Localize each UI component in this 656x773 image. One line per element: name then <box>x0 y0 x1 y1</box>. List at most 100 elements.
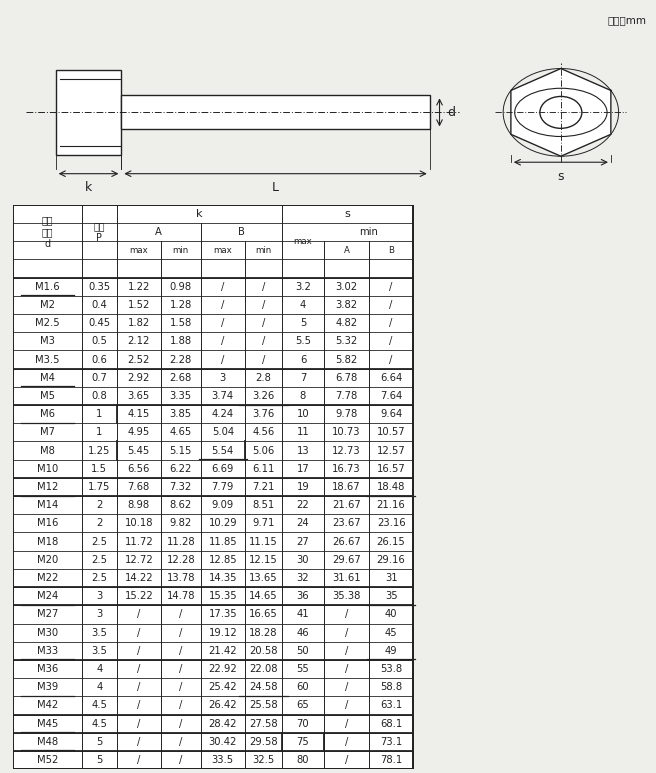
Text: 4: 4 <box>96 683 102 693</box>
Text: 10.73: 10.73 <box>333 427 361 438</box>
Text: A: A <box>344 246 350 255</box>
Text: 22.92: 22.92 <box>209 664 237 674</box>
Text: 35: 35 <box>385 591 398 601</box>
Text: 11.85: 11.85 <box>209 536 237 547</box>
Text: 12.85: 12.85 <box>209 555 237 565</box>
Text: /: / <box>179 737 182 747</box>
Text: 螺距
P: 螺距 P <box>94 221 105 243</box>
Text: 49: 49 <box>385 645 398 656</box>
Text: 10.57: 10.57 <box>377 427 405 438</box>
Text: 19.12: 19.12 <box>209 628 237 638</box>
Text: /: / <box>262 300 265 310</box>
Text: 5.04: 5.04 <box>212 427 234 438</box>
Text: /: / <box>262 336 265 346</box>
Text: 10.18: 10.18 <box>125 519 153 529</box>
Text: 11: 11 <box>297 427 310 438</box>
Text: M3.5: M3.5 <box>35 355 60 365</box>
Text: 7.78: 7.78 <box>335 391 358 401</box>
Text: 30.42: 30.42 <box>209 737 237 747</box>
Text: 12.72: 12.72 <box>125 555 153 565</box>
Text: 17.35: 17.35 <box>209 609 237 619</box>
Text: M3: M3 <box>40 336 55 346</box>
Text: /: / <box>262 355 265 365</box>
Text: 15.35: 15.35 <box>209 591 237 601</box>
Text: 3.85: 3.85 <box>170 409 192 419</box>
Text: 16.65: 16.65 <box>249 609 278 619</box>
Text: 24.58: 24.58 <box>249 683 277 693</box>
Text: M14: M14 <box>37 500 58 510</box>
Text: 14.65: 14.65 <box>249 591 278 601</box>
Text: 2.28: 2.28 <box>170 355 192 365</box>
Text: 2.5: 2.5 <box>91 536 108 547</box>
Text: d: d <box>447 106 455 119</box>
Text: M4: M4 <box>40 373 55 383</box>
Text: 0.7: 0.7 <box>91 373 108 383</box>
Text: 16.73: 16.73 <box>332 464 361 474</box>
Text: 36: 36 <box>297 591 309 601</box>
Text: M8: M8 <box>40 445 55 455</box>
Text: 1: 1 <box>96 427 102 438</box>
Text: M36: M36 <box>37 664 58 674</box>
Text: M27: M27 <box>37 609 58 619</box>
Text: /: / <box>221 318 224 329</box>
Text: /: / <box>262 318 265 329</box>
Text: /: / <box>345 628 348 638</box>
Text: /: / <box>137 755 140 765</box>
Text: 3.74: 3.74 <box>212 391 234 401</box>
Text: max: max <box>294 237 312 246</box>
Text: 78.1: 78.1 <box>380 755 402 765</box>
Text: /: / <box>179 719 182 729</box>
Text: 0.6: 0.6 <box>91 355 108 365</box>
Text: 40: 40 <box>385 609 398 619</box>
Text: 4: 4 <box>96 664 102 674</box>
Text: 21.67: 21.67 <box>332 500 361 510</box>
Text: 41: 41 <box>297 609 309 619</box>
Text: 9.78: 9.78 <box>335 409 358 419</box>
Text: /: / <box>262 281 265 291</box>
Text: 1.82: 1.82 <box>128 318 150 329</box>
Text: 80: 80 <box>297 755 309 765</box>
Text: 3.2: 3.2 <box>295 281 311 291</box>
Text: 13.65: 13.65 <box>249 573 278 583</box>
Text: 12.15: 12.15 <box>249 555 278 565</box>
Text: /: / <box>345 645 348 656</box>
Text: 18.28: 18.28 <box>249 628 277 638</box>
Text: /: / <box>137 664 140 674</box>
Text: 5: 5 <box>96 755 102 765</box>
Text: 4.65: 4.65 <box>170 427 192 438</box>
Text: /: / <box>179 664 182 674</box>
Text: M12: M12 <box>37 482 58 492</box>
Text: 3.5: 3.5 <box>91 628 108 638</box>
Text: 4.95: 4.95 <box>128 427 150 438</box>
Text: M52: M52 <box>37 755 58 765</box>
Text: 75: 75 <box>297 737 310 747</box>
Text: M1.6: M1.6 <box>35 281 60 291</box>
Text: 23.67: 23.67 <box>332 519 361 529</box>
Text: 3.26: 3.26 <box>253 391 275 401</box>
Text: 24: 24 <box>297 519 309 529</box>
Text: M6: M6 <box>40 409 55 419</box>
Text: 9.64: 9.64 <box>380 409 402 419</box>
Text: 17: 17 <box>297 464 310 474</box>
Text: 31: 31 <box>385 573 398 583</box>
Text: /: / <box>221 336 224 346</box>
Text: /: / <box>179 683 182 693</box>
Polygon shape <box>511 69 611 156</box>
Text: 2.8: 2.8 <box>256 373 272 383</box>
Text: M2.5: M2.5 <box>35 318 60 329</box>
Text: 9.71: 9.71 <box>253 519 275 529</box>
Text: 7.79: 7.79 <box>212 482 234 492</box>
Text: 15.22: 15.22 <box>125 591 153 601</box>
Text: 3.35: 3.35 <box>170 391 192 401</box>
Text: /: / <box>390 318 393 329</box>
Text: 5.15: 5.15 <box>170 445 192 455</box>
Text: 1.28: 1.28 <box>170 300 192 310</box>
Text: /: / <box>390 336 393 346</box>
Text: 29.16: 29.16 <box>377 555 405 565</box>
Text: M20: M20 <box>37 555 58 565</box>
Text: M2: M2 <box>40 300 55 310</box>
Text: 5.54: 5.54 <box>212 445 234 455</box>
Text: /: / <box>345 609 348 619</box>
Text: min: min <box>359 227 378 237</box>
Text: 8.51: 8.51 <box>253 500 275 510</box>
